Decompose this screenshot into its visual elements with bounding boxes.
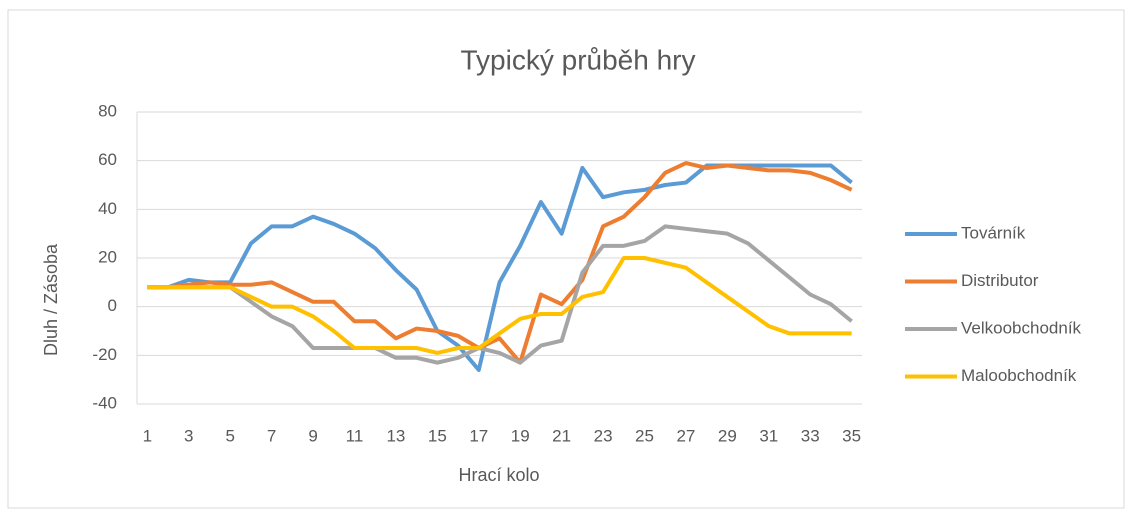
y-tick-label: -20 (92, 345, 117, 364)
x-tick-label: 13 (386, 426, 405, 445)
y-tick-label: 60 (98, 150, 117, 169)
y-tick-label: 20 (98, 247, 117, 266)
x-tick-label: 7 (267, 426, 276, 445)
chart-frame (7, 9, 1125, 509)
legend-label: Velkoobchodník (961, 318, 1082, 337)
x-tick-label: 5 (225, 426, 234, 445)
x-tick-label: 19 (511, 426, 530, 445)
y-tick-label: 0 (108, 296, 117, 315)
x-tick-label: 31 (759, 426, 778, 445)
x-tick-label: 21 (552, 426, 571, 445)
legend-label: Továrník (961, 223, 1026, 242)
x-tick-label: 27 (676, 426, 695, 445)
series-line (147, 161, 853, 365)
legend-label: Distributor (961, 271, 1039, 290)
x-axis-label: Hrací kolo (458, 465, 539, 485)
y-axis-label: Dluh / Zásoba (41, 243, 61, 356)
x-tick-label: 1 (143, 426, 152, 445)
x-tick-label: 25 (635, 426, 654, 445)
x-tick-label: 17 (469, 426, 488, 445)
x-tick-label: 15 (428, 426, 447, 445)
x-tick-label: 23 (594, 426, 613, 445)
x-tick-label: 29 (718, 426, 737, 445)
x-tick-label: 11 (346, 426, 364, 445)
legend-label: Maloobchodník (961, 366, 1077, 385)
series-line (147, 224, 853, 365)
y-tick-label: 40 (98, 199, 117, 218)
y-tick-label: 80 (98, 101, 117, 120)
x-tick-label: 3 (184, 426, 193, 445)
x-tick-label: 33 (801, 426, 820, 445)
x-tick-label: 35 (842, 426, 861, 445)
x-tick-label: 9 (308, 426, 317, 445)
y-tick-label: -40 (92, 393, 117, 412)
chart-title: Typický průběh hry (461, 44, 696, 75)
series-line (147, 256, 852, 355)
